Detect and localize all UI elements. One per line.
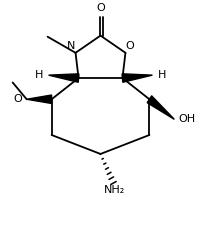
Text: H: H (34, 70, 43, 80)
Text: H: H (157, 70, 166, 80)
Text: NH₂: NH₂ (103, 185, 124, 195)
Polygon shape (27, 95, 51, 104)
Polygon shape (122, 74, 152, 82)
Text: N: N (67, 40, 75, 51)
Polygon shape (146, 96, 173, 119)
Text: OH: OH (177, 114, 195, 124)
Text: O: O (125, 40, 134, 51)
Polygon shape (48, 74, 78, 82)
Text: O: O (13, 94, 22, 104)
Text: O: O (96, 4, 104, 13)
